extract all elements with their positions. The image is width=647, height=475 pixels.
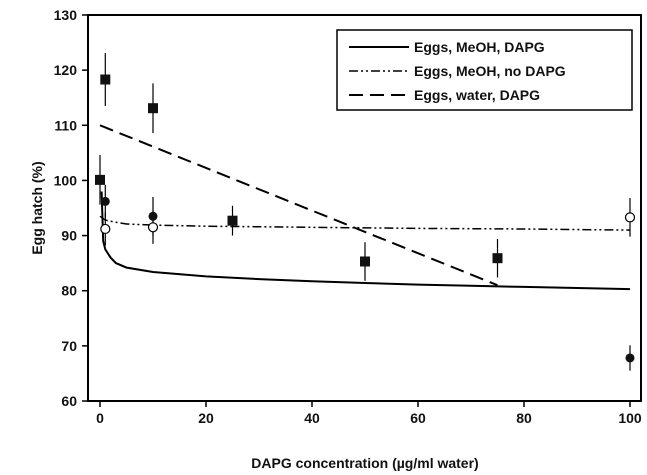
data-point-filled-circle bbox=[148, 211, 158, 221]
data-point-square bbox=[148, 103, 158, 114]
y-axis-ticks: 60 70 80 90 100 110 120 130 bbox=[54, 7, 88, 409]
data-point-square bbox=[360, 256, 370, 267]
x-tick-label: 0 bbox=[96, 410, 104, 426]
x-axis-ticks: 0 20 40 60 80 100 bbox=[96, 401, 642, 426]
legend-label-0: Eggs, MeOH, DAPG bbox=[414, 39, 545, 55]
x-tick-label: 80 bbox=[516, 410, 532, 426]
y-tick-label: 120 bbox=[54, 62, 78, 78]
data-point-open-circle bbox=[624, 212, 636, 223]
x-tick-label: 60 bbox=[410, 410, 426, 426]
x-tick-label: 40 bbox=[304, 410, 320, 426]
y-tick-label: 100 bbox=[54, 172, 78, 188]
y-tick-label: 130 bbox=[54, 7, 78, 23]
data-point-filled-circle bbox=[100, 196, 110, 206]
data-markers bbox=[95, 74, 636, 363]
y-tick-label: 110 bbox=[54, 117, 77, 133]
series-curves bbox=[99, 124, 631, 291]
series-line-2 bbox=[99, 124, 498, 287]
x-tick-label: 20 bbox=[198, 410, 214, 426]
y-axis-title: Egg hatch (%) bbox=[29, 161, 45, 254]
x-axis-title: DAPG concentration (µg/ml water) bbox=[251, 455, 478, 471]
data-point-open-circle bbox=[147, 222, 159, 233]
y-tick-label: 70 bbox=[61, 338, 77, 354]
data-point-square bbox=[95, 174, 105, 185]
plot-frame bbox=[87, 14, 642, 402]
data-point-open-circle bbox=[100, 223, 111, 235]
data-point-square bbox=[492, 253, 503, 264]
data-point-square bbox=[100, 74, 111, 85]
legend: Eggs, MeOH, DAPG Eggs, MeOH, no DAPG Egg… bbox=[336, 29, 633, 111]
series-line-0 bbox=[100, 191, 631, 291]
y-tick-label: 80 bbox=[61, 283, 77, 299]
data-point-square bbox=[227, 215, 238, 226]
legend-label-2: Eggs, water, DAPG bbox=[414, 87, 540, 103]
legend-label-1: Eggs, MeOH, no DAPG bbox=[414, 63, 566, 79]
y-tick-label: 60 bbox=[61, 393, 77, 409]
x-tick-label: 100 bbox=[618, 410, 642, 426]
data-point-filled-circle bbox=[625, 353, 635, 363]
legend-box bbox=[336, 29, 633, 111]
y-tick-label: 90 bbox=[61, 228, 77, 244]
series-line-1 bbox=[99, 215, 631, 231]
